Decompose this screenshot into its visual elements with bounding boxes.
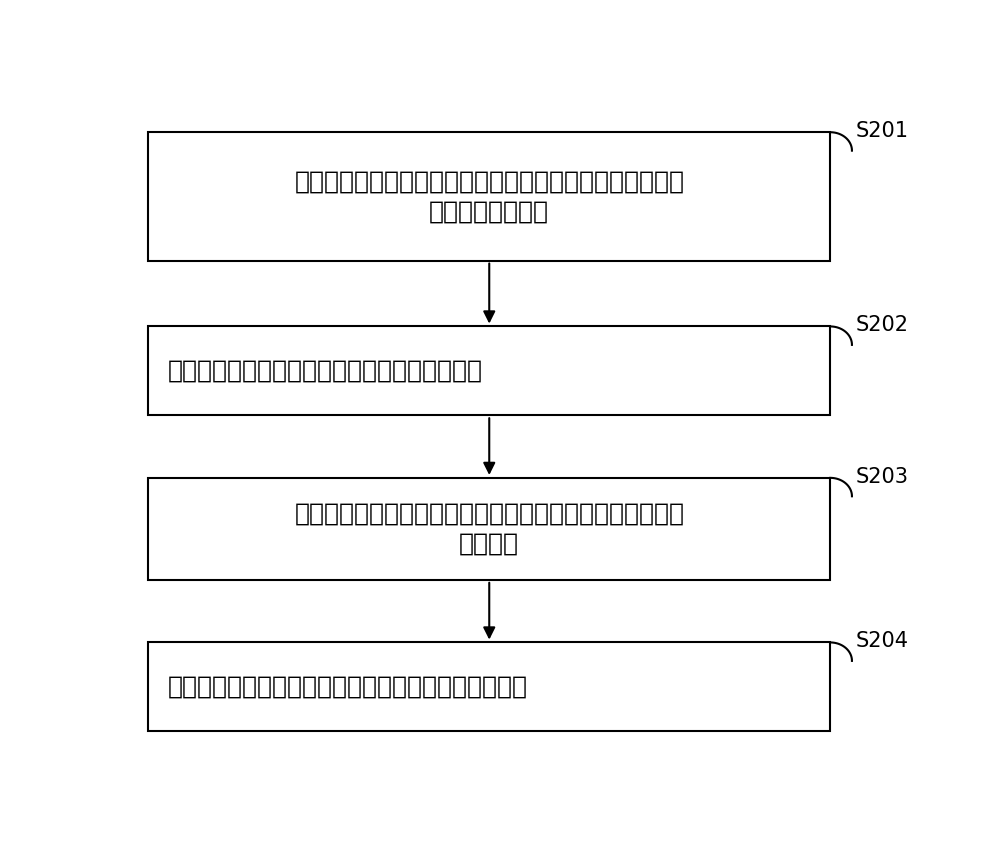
- Text: 对所有本征模式分量进行求和，得到所述目标音频信号: 对所有本征模式分量进行求和，得到所述目标音频信号: [168, 675, 528, 699]
- Bar: [148, 133, 830, 261]
- Bar: [148, 327, 830, 416]
- Text: S201: S201: [856, 121, 909, 141]
- Text: 根据所述残余信号，得到所述原始音频信号对应的所有本征: 根据所述残余信号，得到所述原始音频信号对应的所有本征: [294, 502, 684, 526]
- Text: S203: S203: [856, 467, 909, 486]
- Text: S202: S202: [856, 315, 909, 335]
- Text: 一个本征模式分量: 一个本征模式分量: [429, 199, 549, 223]
- Text: S204: S204: [856, 631, 909, 652]
- Text: 模式分量: 模式分量: [459, 532, 519, 556]
- Bar: [148, 478, 830, 580]
- Text: 根据所述第一个本征模式分量，获取到残余信号: 根据所述第一个本征模式分量，获取到残余信号: [168, 359, 483, 383]
- Text: 根据所述原始音频信号，获取到所述原始音频信号对应的第: 根据所述原始音频信号，获取到所述原始音频信号对应的第: [294, 169, 684, 193]
- Bar: [148, 642, 830, 731]
